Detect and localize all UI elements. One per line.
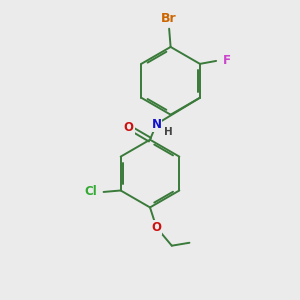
Text: Cl: Cl [85, 185, 98, 199]
Text: O: O [124, 121, 134, 134]
Text: H: H [164, 127, 173, 137]
Text: O: O [152, 221, 161, 234]
Text: N: N [152, 118, 161, 130]
Text: F: F [222, 54, 230, 68]
Text: Br: Br [161, 13, 177, 26]
